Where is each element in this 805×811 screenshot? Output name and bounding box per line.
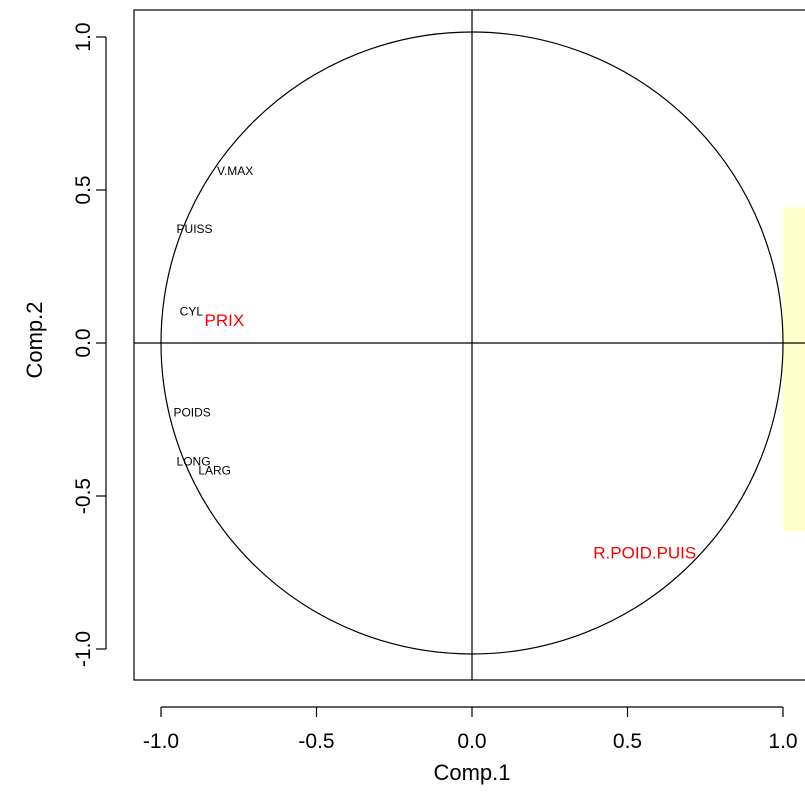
x-tick-label: -0.5	[298, 730, 334, 753]
x-axis-ticks: -1.0 -0.5 0.0 0.5 1.0	[143, 707, 798, 753]
y-axis-title: Comp.2	[22, 301, 47, 378]
y-tick-label: -0.5	[72, 478, 95, 514]
x-tick-label: 1.0	[768, 730, 797, 753]
x-tick-label: 0.5	[613, 730, 642, 753]
y-tick-label: 0.0	[72, 328, 95, 357]
variable-label-larg: LARG	[198, 464, 231, 478]
variable-label-cyl: CYL	[180, 305, 204, 319]
variable-label-prix: PRIX	[205, 311, 245, 330]
y-tick-label: 0.5	[72, 175, 95, 204]
y-axis-ticks: -1.0 -0.5 0.0 0.5 1.0	[72, 22, 106, 667]
variable-label-poids: POIDS	[173, 406, 210, 420]
plot-frame	[134, 10, 805, 680]
y-tick-label: -1.0	[72, 631, 95, 667]
note-box	[783, 207, 805, 531]
x-tick-label: 0.0	[457, 730, 486, 753]
variable-label-v-max: V.MAX	[217, 164, 253, 178]
variable-label-puiss: PUISS	[177, 222, 213, 236]
x-axis-title: Comp.1	[433, 760, 510, 785]
variable-label-r-poid-puis: R.POID.PUIS	[593, 544, 696, 563]
x-tick-label: -1.0	[143, 730, 179, 753]
y-tick-label: 1.0	[72, 22, 95, 51]
